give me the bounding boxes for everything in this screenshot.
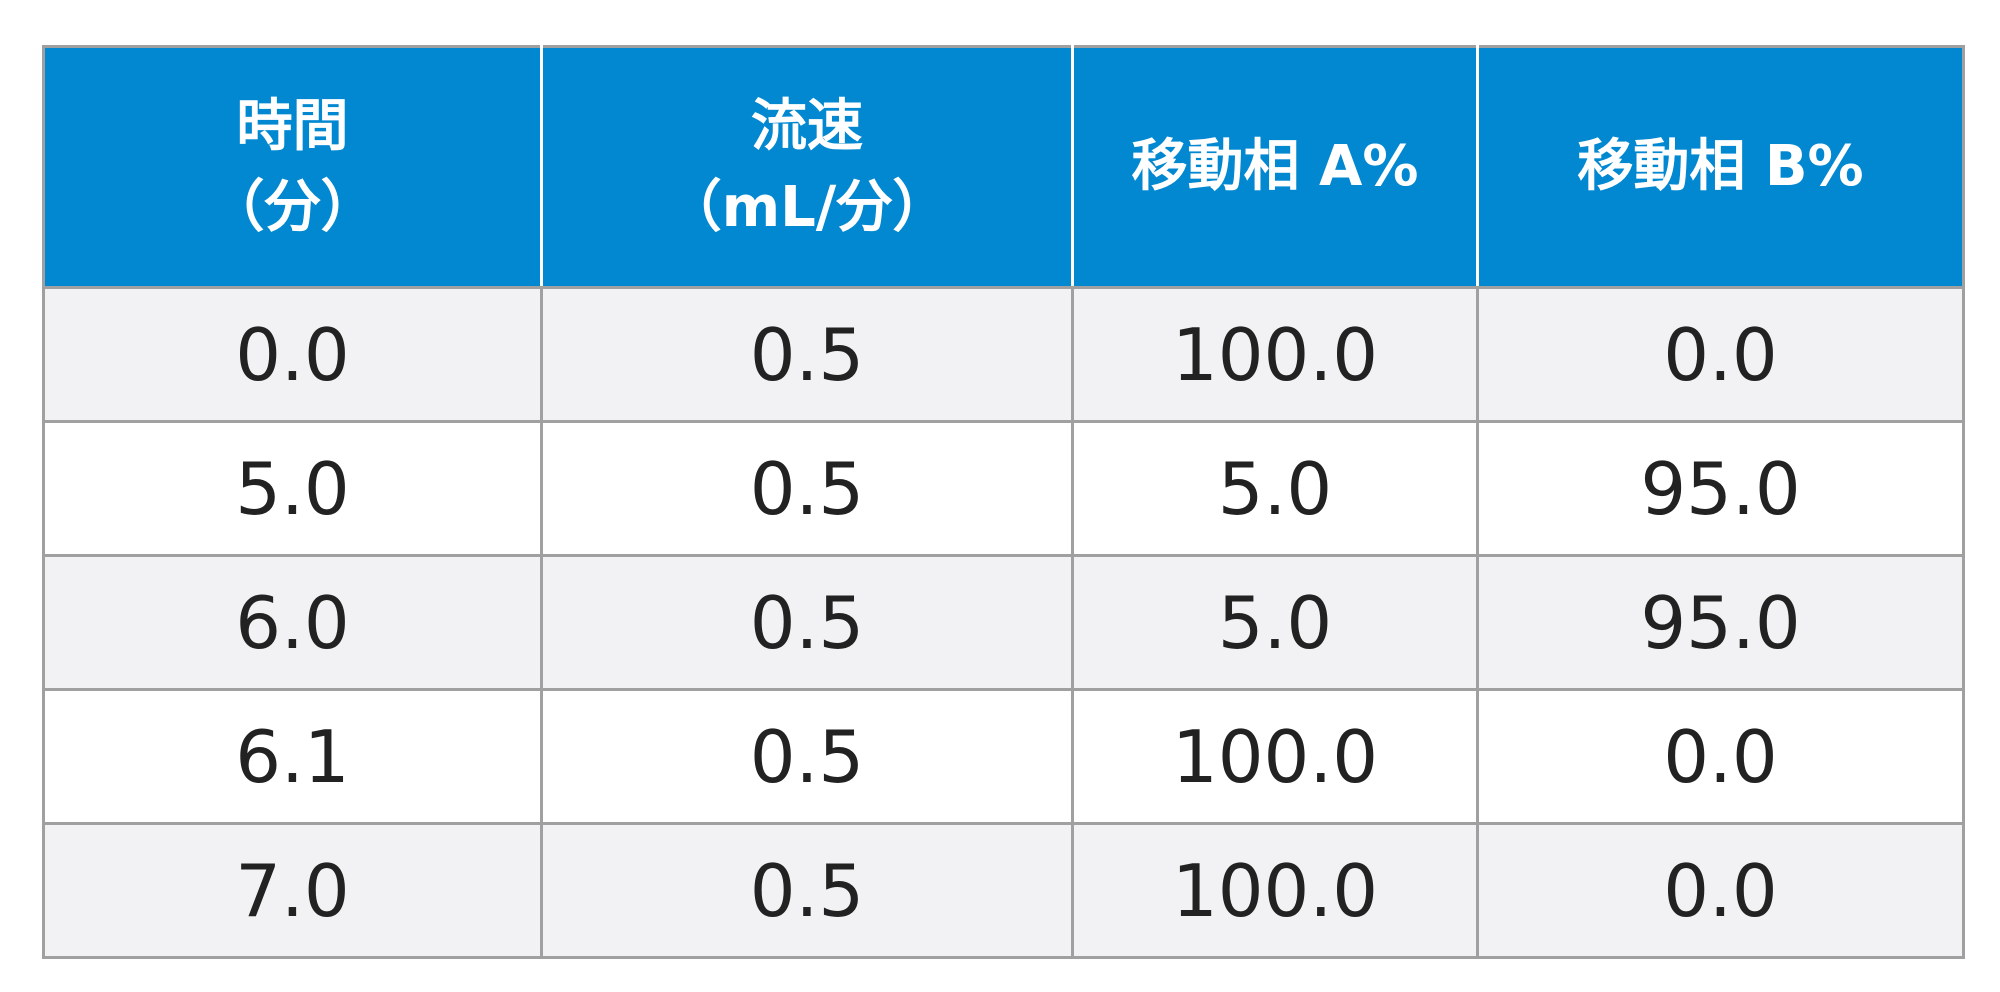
table-cell: 0.0 bbox=[1476, 688, 1965, 825]
table-cell: 100.0 bbox=[1071, 822, 1479, 959]
table-cell: 0.5 bbox=[540, 554, 1074, 691]
header-text: 移動相 A% bbox=[1131, 134, 1419, 200]
table-cell: 0.0 bbox=[1476, 286, 1965, 423]
table-cell: 95.0 bbox=[1476, 554, 1965, 691]
table-header: 時間 （分） 流速 （mL/分） 移動相 A% 移動相 B% bbox=[42, 45, 1965, 289]
header-text: 移動相 B% bbox=[1577, 134, 1864, 200]
header-row: 時間 （分） 流速 （mL/分） 移動相 A% 移動相 B% bbox=[42, 45, 1965, 289]
header-cell: 移動相 A% bbox=[1071, 45, 1479, 289]
header-text: （mL/分） bbox=[665, 175, 949, 240]
table-cell: 100.0 bbox=[1071, 688, 1479, 825]
table-body: 0.0 0.5 100.0 0.0 5.0 0.5 5.0 95.0 6.0 0.5 5.0 95.0… bbox=[42, 286, 1965, 959]
table-cell: 6.0 bbox=[42, 554, 543, 691]
table-cell: 5.0 bbox=[1071, 420, 1479, 557]
table-cell: 0.0 bbox=[1476, 822, 1965, 959]
table-cell: 0.5 bbox=[540, 822, 1074, 959]
header-text: 流速 bbox=[751, 93, 863, 159]
header-text: 時間 bbox=[236, 93, 349, 159]
table-cell: 95.0 bbox=[1476, 420, 1965, 557]
table-cell: 100.0 bbox=[1071, 286, 1479, 423]
header-cell: 移動相 B% bbox=[1476, 45, 1965, 289]
table-cell: 0.5 bbox=[540, 420, 1074, 557]
table-cell: 0.0 bbox=[42, 286, 543, 423]
table-cell: 5.0 bbox=[42, 420, 543, 557]
table-cell: 5.0 bbox=[1071, 554, 1479, 691]
table-cell: 7.0 bbox=[42, 822, 543, 959]
table-row: 6.1 0.5 100.0 0.0 bbox=[42, 688, 1965, 825]
table-row: 0.0 0.5 100.0 0.0 bbox=[42, 286, 1965, 423]
table-row: 5.0 0.5 5.0 95.0 bbox=[42, 420, 1965, 557]
table-cell: 0.5 bbox=[540, 688, 1074, 825]
table-row: 7.0 0.5 100.0 0.0 bbox=[42, 822, 1965, 959]
gradient-table: 時間 （分） 流速 （mL/分） 移動相 A% 移動相 B% 0.0 0.5 100.0 0.0… bbox=[42, 45, 1965, 959]
header-cell: 時間 （分） bbox=[42, 45, 543, 289]
table-cell: 0.5 bbox=[540, 286, 1074, 423]
table-row: 6.0 0.5 5.0 95.0 bbox=[42, 554, 1965, 691]
table-cell: 6.1 bbox=[42, 688, 543, 825]
header-text: （分） bbox=[208, 175, 377, 240]
header-cell: 流速 （mL/分） bbox=[540, 45, 1074, 289]
